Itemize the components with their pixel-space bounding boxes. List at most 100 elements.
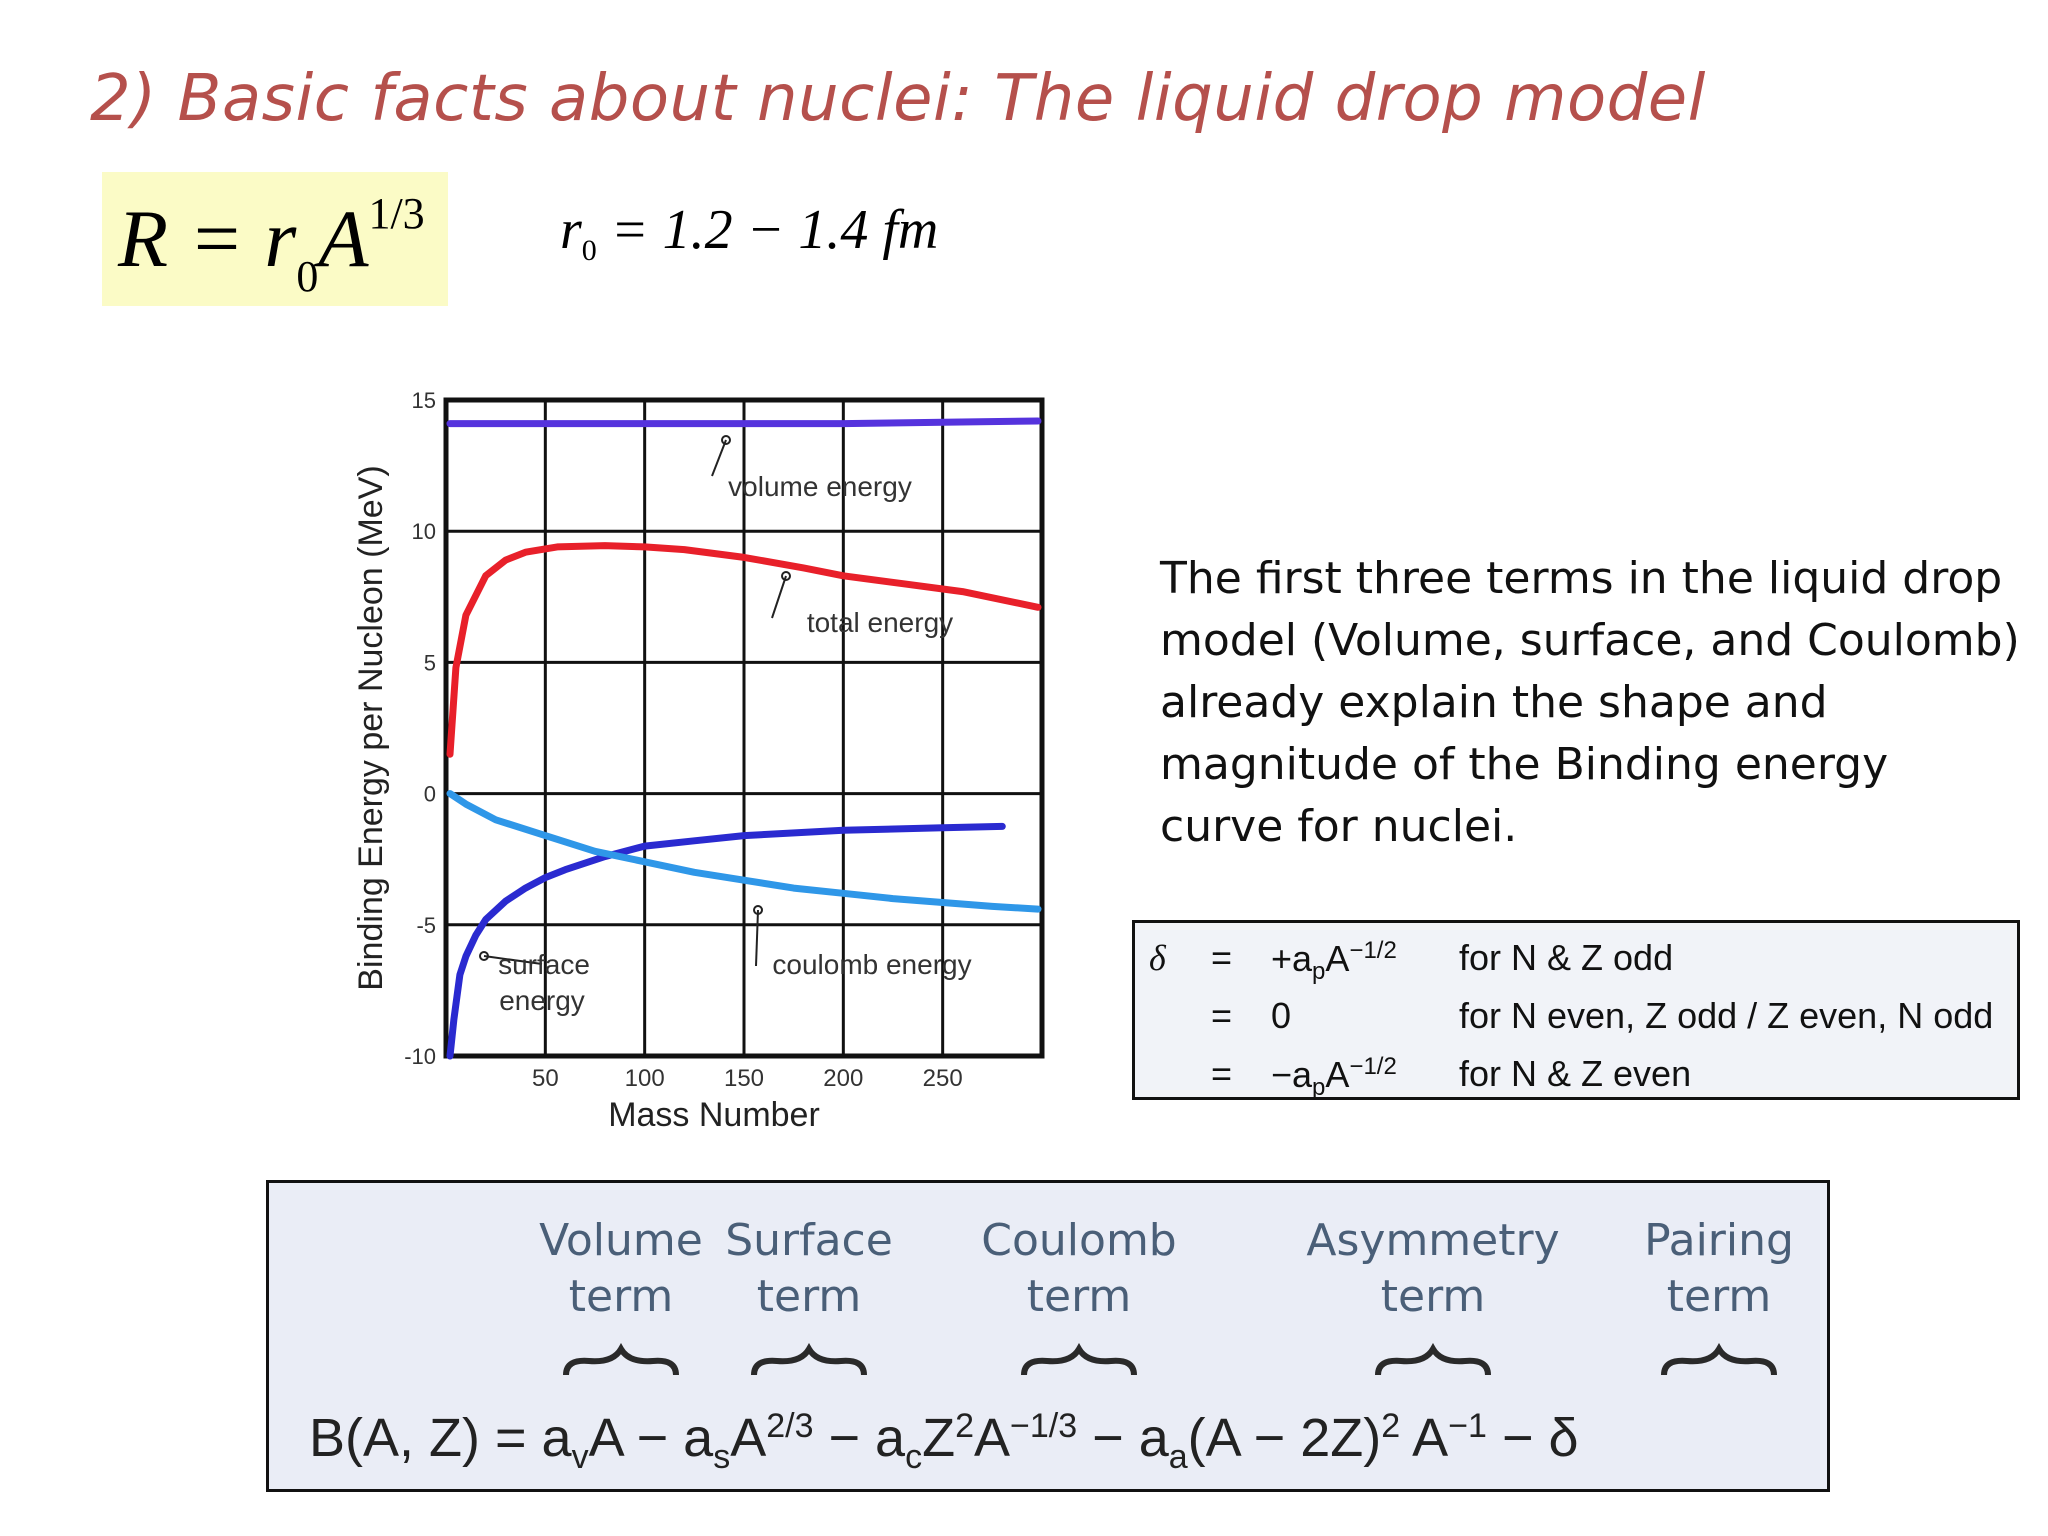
annotation-label-total-energy: total energy: [807, 607, 953, 638]
volume-term-label: Volume term: [531, 1213, 711, 1325]
pairing-expr-odd-sub: p: [1312, 958, 1326, 986]
asymmetry-brace-icon: [1375, 1343, 1491, 1376]
r0-var: r: [560, 199, 582, 261]
pairing-term-line1: Pairing: [1644, 1215, 1794, 1266]
pairing-expr-odd-sup: −1/2: [1349, 937, 1397, 964]
semf-s4: c: [905, 1437, 923, 1476]
pairing-delta-symbol: δ: [1149, 938, 1166, 978]
surface-term-line2: term: [756, 1271, 862, 1322]
annotation-label-surface-energy-2: energy: [499, 985, 585, 1016]
annotation-marker-coulomb-energy: [753, 905, 763, 915]
annotation-leader-surface-energy-1: [483, 955, 543, 965]
x-tick-label-250: 250: [923, 1065, 963, 1092]
annotation-marker-total-energy: [781, 571, 791, 581]
semf-e5: 2: [955, 1407, 974, 1445]
x-tick-label-200: 200: [823, 1065, 863, 1092]
semf-p4: − a: [813, 1408, 906, 1468]
pairing-term-box: δ = = = +apA−1/2 0 −apA−1/2 for N & Z od…: [1132, 920, 2020, 1102]
semf-e8: 2: [1381, 1407, 1401, 1445]
y-tick-label--10: -10: [404, 1044, 436, 1069]
x-tick-label-100: 100: [625, 1065, 665, 1092]
series-line-volume-energy: [446, 417, 1042, 428]
semf-s2: s: [713, 1437, 731, 1476]
plot-frame: [443, 397, 1045, 1059]
annotation-marker-volume-energy: [721, 435, 731, 445]
surface-term-line1: Surface: [725, 1215, 893, 1266]
series-line-surface-energy: [446, 822, 1006, 1060]
volume-term-line2: term: [568, 1271, 674, 1322]
semf-p2: A − a: [588, 1408, 714, 1468]
radius-r-sub: 0: [296, 252, 319, 302]
semf-p7: − a: [1077, 1408, 1169, 1468]
x-axis-label: Mass Number: [608, 1096, 820, 1134]
y-tick-label-15: 15: [412, 388, 436, 413]
pairing-cond-even: for N & Z even: [1459, 1053, 1692, 1094]
semf-p3: A: [730, 1408, 767, 1468]
pairing-term-label: Pairing term: [1619, 1213, 1819, 1325]
volume-term-line1: Volume: [539, 1215, 703, 1266]
series-line-total-energy: [446, 542, 1042, 758]
pairing-term-line2: term: [1666, 1271, 1772, 1322]
semf-e6: −1/3: [1010, 1407, 1078, 1445]
pairing-eq-1: =: [1211, 937, 1233, 978]
x-tick-label-50: 50: [532, 1065, 559, 1092]
pairing-expr-odd: +apA−1/2: [1271, 937, 1397, 986]
semf-p5: Z: [922, 1408, 956, 1468]
asymmetry-term-label: Asymmetry term: [1303, 1213, 1563, 1325]
annotation-label-volume-energy: volume energy: [728, 471, 912, 502]
coulomb-term-line1: Coulomb: [981, 1215, 1177, 1266]
annotation-leader-volume-energy: [711, 439, 727, 477]
radius-var: A: [318, 193, 369, 284]
pairing-brace-icon: [1661, 1343, 1777, 1376]
semf-p10: − δ: [1486, 1408, 1579, 1468]
y-tick-label-5: 5: [424, 650, 436, 675]
annotation-label-coulomb-energy: coulomb energy: [772, 949, 971, 980]
pairing-expr-odd-base: A: [1325, 938, 1350, 979]
description-text: The first three terms in the liquid drop…: [1160, 553, 2020, 852]
semf-box: Volume term Surface term Coulomb term As…: [266, 1180, 1830, 1492]
pairing-cond-odd: for N & Z odd: [1459, 937, 1674, 978]
annotation-leader-coulomb-energy: [755, 909, 759, 967]
page-title: 2) Basic facts about nuclei: The liquid …: [90, 62, 1706, 136]
coulomb-term-label: Coulomb term: [969, 1213, 1189, 1325]
annotation-label-surface-energy-1: surface: [498, 949, 590, 980]
pairing-expr-even-pre: −a: [1271, 1054, 1313, 1095]
pairing-expr-even-sub: p: [1312, 1074, 1326, 1102]
coulomb-term-line2: term: [1026, 1271, 1132, 1322]
pairing-eq-2: =: [1211, 995, 1233, 1036]
pairing-expr-even: −apA−1/2: [1271, 1053, 1397, 1102]
radius-formula: R = r0A1/3: [118, 188, 425, 302]
semf-p9: A: [1400, 1408, 1449, 1468]
semf-s7: a: [1168, 1437, 1188, 1476]
radius-formula-box: R = r0A1/3: [102, 172, 448, 306]
radius-exponent: 1/3: [368, 188, 425, 238]
volume-brace-icon: [563, 1343, 679, 1376]
surface-brace-icon: [751, 1343, 867, 1376]
semf-p6: A: [974, 1408, 1011, 1468]
y-axis-label: Binding Energy per Nucleon (MeV): [352, 465, 390, 990]
semf-e9: −1: [1448, 1407, 1487, 1445]
series-line-coulomb-energy: [446, 790, 1042, 913]
surface-term-label: Surface term: [719, 1213, 899, 1325]
pairing-eq-3: =: [1211, 1053, 1233, 1094]
semf-formula: B(A, Z) = avA − asA2/3 − acZ2A−1/3 − aa(…: [309, 1407, 1579, 1477]
r0-sub: 0: [581, 234, 597, 268]
annotation-leader-total-energy: [771, 575, 787, 619]
pairing-expr-mixed-pre: 0: [1271, 995, 1292, 1036]
semf-p1: B(A, Z) = a: [309, 1408, 572, 1468]
semf-s1: v: [571, 1437, 589, 1476]
pairing-expr-even-sup: −1/2: [1349, 1053, 1397, 1080]
r0-formula: r0 = 1.2 − 1.4 fm: [560, 198, 938, 268]
pairing-expr-even-base: A: [1325, 1054, 1350, 1095]
pairing-cond-mixed: for N even, Z odd / Z even, N odd: [1459, 995, 1994, 1036]
semf-p8: (A − 2Z): [1187, 1408, 1382, 1468]
radius-lhs: R = r: [118, 193, 297, 284]
x-tick-label-150: 150: [724, 1065, 764, 1092]
pairing-expr-odd-pre: +a: [1271, 938, 1313, 979]
coulomb-brace-icon: [1021, 1343, 1137, 1376]
annotation-marker-surface-energy-1: [479, 951, 489, 961]
r0-rhs: = 1.2 − 1.4 fm: [596, 199, 939, 261]
y-tick-label-10: 10: [412, 519, 436, 544]
y-tick-label-0: 0: [424, 782, 436, 807]
